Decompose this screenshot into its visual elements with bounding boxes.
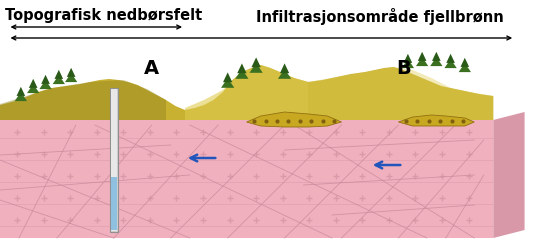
Polygon shape bbox=[17, 87, 25, 96]
Polygon shape bbox=[0, 80, 166, 120]
Polygon shape bbox=[458, 63, 471, 72]
Polygon shape bbox=[404, 54, 412, 63]
Text: B: B bbox=[396, 59, 410, 77]
Polygon shape bbox=[249, 63, 263, 73]
Polygon shape bbox=[185, 65, 308, 120]
Polygon shape bbox=[401, 59, 414, 68]
Polygon shape bbox=[308, 67, 493, 120]
Polygon shape bbox=[445, 59, 457, 68]
Polygon shape bbox=[418, 52, 426, 61]
Polygon shape bbox=[278, 69, 291, 79]
Polygon shape bbox=[67, 68, 75, 77]
Polygon shape bbox=[493, 112, 525, 238]
Polygon shape bbox=[446, 54, 455, 63]
Bar bbox=[109, 88, 118, 232]
Polygon shape bbox=[461, 58, 469, 67]
Polygon shape bbox=[416, 57, 428, 66]
Polygon shape bbox=[252, 57, 261, 67]
Polygon shape bbox=[432, 52, 441, 61]
Polygon shape bbox=[29, 79, 38, 88]
Text: A: A bbox=[144, 59, 159, 77]
Polygon shape bbox=[221, 78, 234, 88]
Polygon shape bbox=[223, 73, 232, 82]
Polygon shape bbox=[15, 92, 27, 101]
Polygon shape bbox=[55, 70, 63, 79]
Polygon shape bbox=[398, 115, 474, 126]
Polygon shape bbox=[430, 57, 442, 66]
Text: Infiltrasjonsområde fjellbrønn: Infiltrasjonsområde fjellbrønn bbox=[256, 8, 504, 25]
Polygon shape bbox=[53, 75, 65, 84]
Text: Topografisk nedbørsfelt: Topografisk nedbørsfelt bbox=[5, 8, 202, 23]
Polygon shape bbox=[280, 63, 289, 73]
Polygon shape bbox=[0, 65, 493, 120]
Polygon shape bbox=[247, 112, 342, 127]
Polygon shape bbox=[39, 80, 51, 89]
Polygon shape bbox=[235, 69, 248, 79]
Polygon shape bbox=[237, 63, 247, 73]
Polygon shape bbox=[27, 84, 39, 93]
Polygon shape bbox=[65, 73, 77, 82]
Polygon shape bbox=[0, 120, 493, 238]
Bar bbox=[111, 89, 117, 231]
Bar bbox=[111, 177, 117, 230]
Polygon shape bbox=[41, 75, 50, 84]
